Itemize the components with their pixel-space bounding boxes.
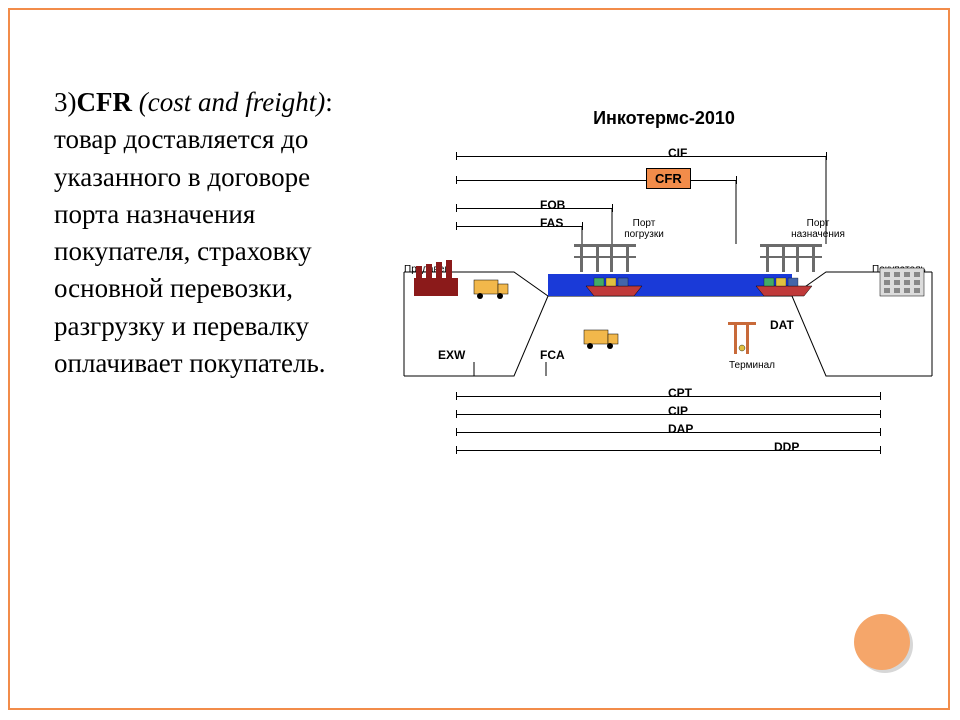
- label-fas: FAS: [540, 216, 563, 230]
- label-cfr-box: CFR: [646, 168, 691, 189]
- text-bold: CFR: [77, 87, 133, 117]
- slide-inner: 3)CFR (cost and freight): товар доставля…: [38, 38, 940, 700]
- label-dat: DAT: [770, 318, 794, 332]
- label-exw: EXW: [438, 348, 465, 362]
- label-terminal: Терминал: [722, 360, 782, 371]
- label-ddp: DDP: [774, 440, 799, 454]
- line-fob: [456, 208, 612, 209]
- label-fob: FOB: [540, 198, 565, 212]
- label-buyer: Покупатель: [872, 264, 942, 275]
- label-dap: DAP: [668, 422, 693, 436]
- text-italic: (cost and freight): [132, 87, 325, 117]
- label-cif: CIF: [668, 146, 687, 160]
- accent-circle-icon: [854, 614, 910, 670]
- label-port-dest: Порт назначения: [784, 218, 852, 240]
- incoterms-diagram: Инкотермс-2010 CIF CFR FOB FAS EXW FCA D…: [386, 108, 942, 508]
- label-cpt: CPT: [668, 386, 692, 400]
- slide-frame: 3)CFR (cost and freight): товар доставля…: [8, 8, 950, 710]
- line-cfr: [456, 180, 736, 181]
- text-rest: : товар доставляется до указанного в дог…: [54, 87, 333, 378]
- label-port-load: Порт погрузки: [614, 218, 674, 240]
- body-paragraph: 3)CFR (cost and freight): товар доставля…: [54, 84, 354, 382]
- diagram-title: Инкотермс-2010: [386, 108, 942, 129]
- label-seller: Продавец: [404, 264, 462, 275]
- line-ddp: [456, 450, 880, 451]
- label-cip: CIP: [668, 404, 688, 418]
- label-fca: FCA: [540, 348, 565, 362]
- text-prefix: 3): [54, 87, 77, 117]
- line-cif: [456, 156, 826, 157]
